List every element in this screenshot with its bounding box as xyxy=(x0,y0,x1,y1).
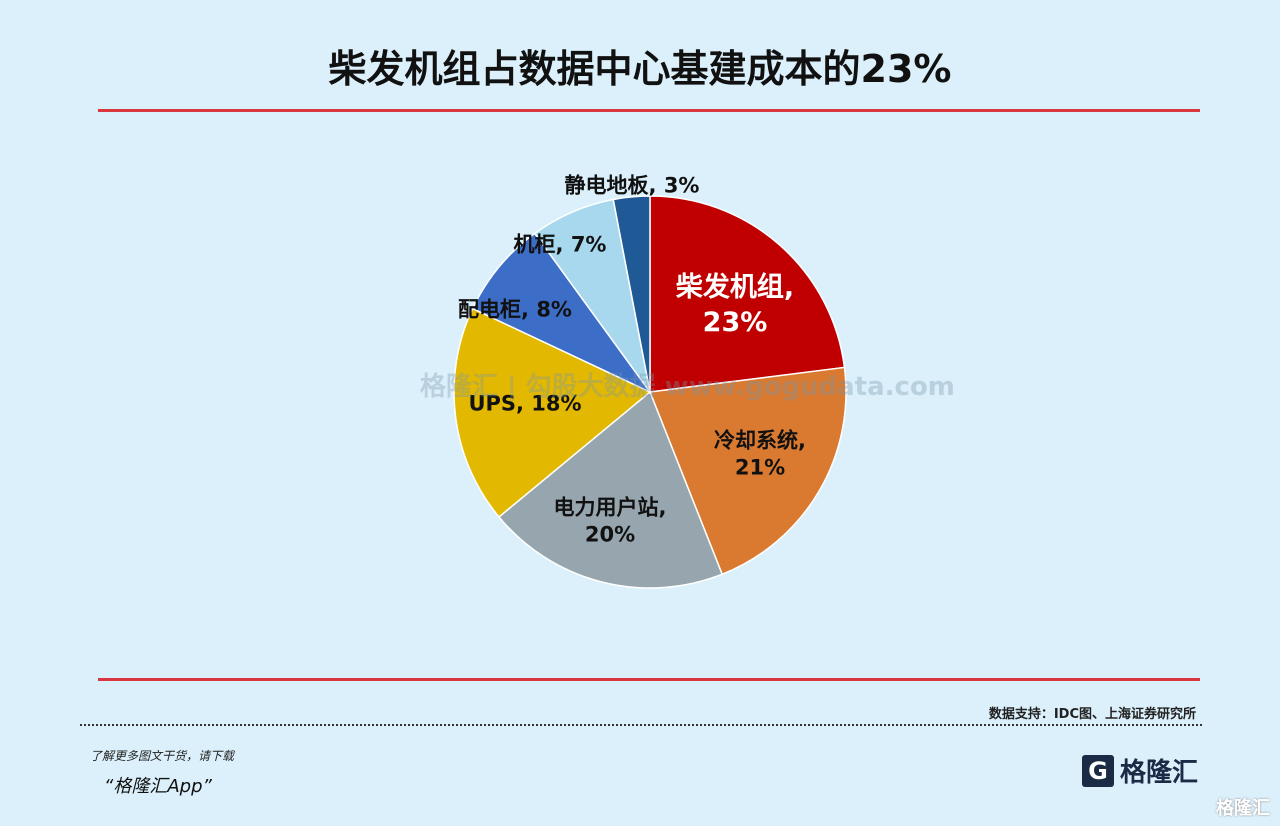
brand-logo: G 格隆汇 xyxy=(1081,752,1198,789)
slice-value: 7% xyxy=(563,232,607,257)
slice-label: 静电地板, 3% xyxy=(565,172,700,199)
slice-value: 18% xyxy=(523,391,582,416)
promo-line1: 了解更多图文干货，请下载 xyxy=(90,749,235,763)
slice-label: UPS, 18% xyxy=(468,390,581,417)
slice-name: 电力用户站, xyxy=(553,495,667,520)
slice-label: 配电柜, 8% xyxy=(458,296,572,323)
slice-value: 3% xyxy=(656,173,700,198)
slice-value: 20% xyxy=(584,523,636,547)
slice-name: 配电柜, xyxy=(458,297,530,322)
pie-slice xyxy=(648,366,847,576)
slice-name: 冷却系统, xyxy=(714,428,806,453)
source-note: 数据支持：IDC图、上海证券研究所 xyxy=(988,707,1196,722)
slice-label: 机柜, 7% xyxy=(514,231,607,258)
slice-label: 电力用户站, 20% xyxy=(554,495,667,550)
pie-slice xyxy=(471,232,651,393)
slice-label: 冷却系统, 21% xyxy=(714,428,806,483)
slice-value: 21% xyxy=(734,456,786,480)
corner-watermark: 格隆汇 xyxy=(1216,798,1270,819)
dotted-divider xyxy=(80,724,1202,726)
logo-text: 格隆汇 xyxy=(1119,758,1198,788)
slice-value: 8% xyxy=(529,297,572,322)
slice-name: UPS, xyxy=(468,391,524,416)
chart-title: 柴发机组占数据中心基建成本的23% xyxy=(328,47,952,91)
pie-slice xyxy=(649,195,846,393)
pie-slice xyxy=(612,195,651,393)
promo-line2: “格隆汇App” xyxy=(104,776,212,797)
logo-g-icon: G xyxy=(1081,754,1114,787)
top-rule xyxy=(98,109,1200,112)
pie-slice xyxy=(497,390,724,589)
watermark: 格隆汇 | 勾股大数据 www.gogudata.com xyxy=(420,372,955,402)
pie-slice xyxy=(453,307,652,518)
bottom-rule xyxy=(98,678,1200,681)
slice-value: 23% xyxy=(702,307,768,338)
slice-name: 柴发机组, xyxy=(675,271,795,303)
slice-label: 柴发机组, 23% xyxy=(676,270,794,340)
slice-name: 机柜, xyxy=(513,232,564,257)
slice-name: 静电地板, xyxy=(564,173,657,198)
